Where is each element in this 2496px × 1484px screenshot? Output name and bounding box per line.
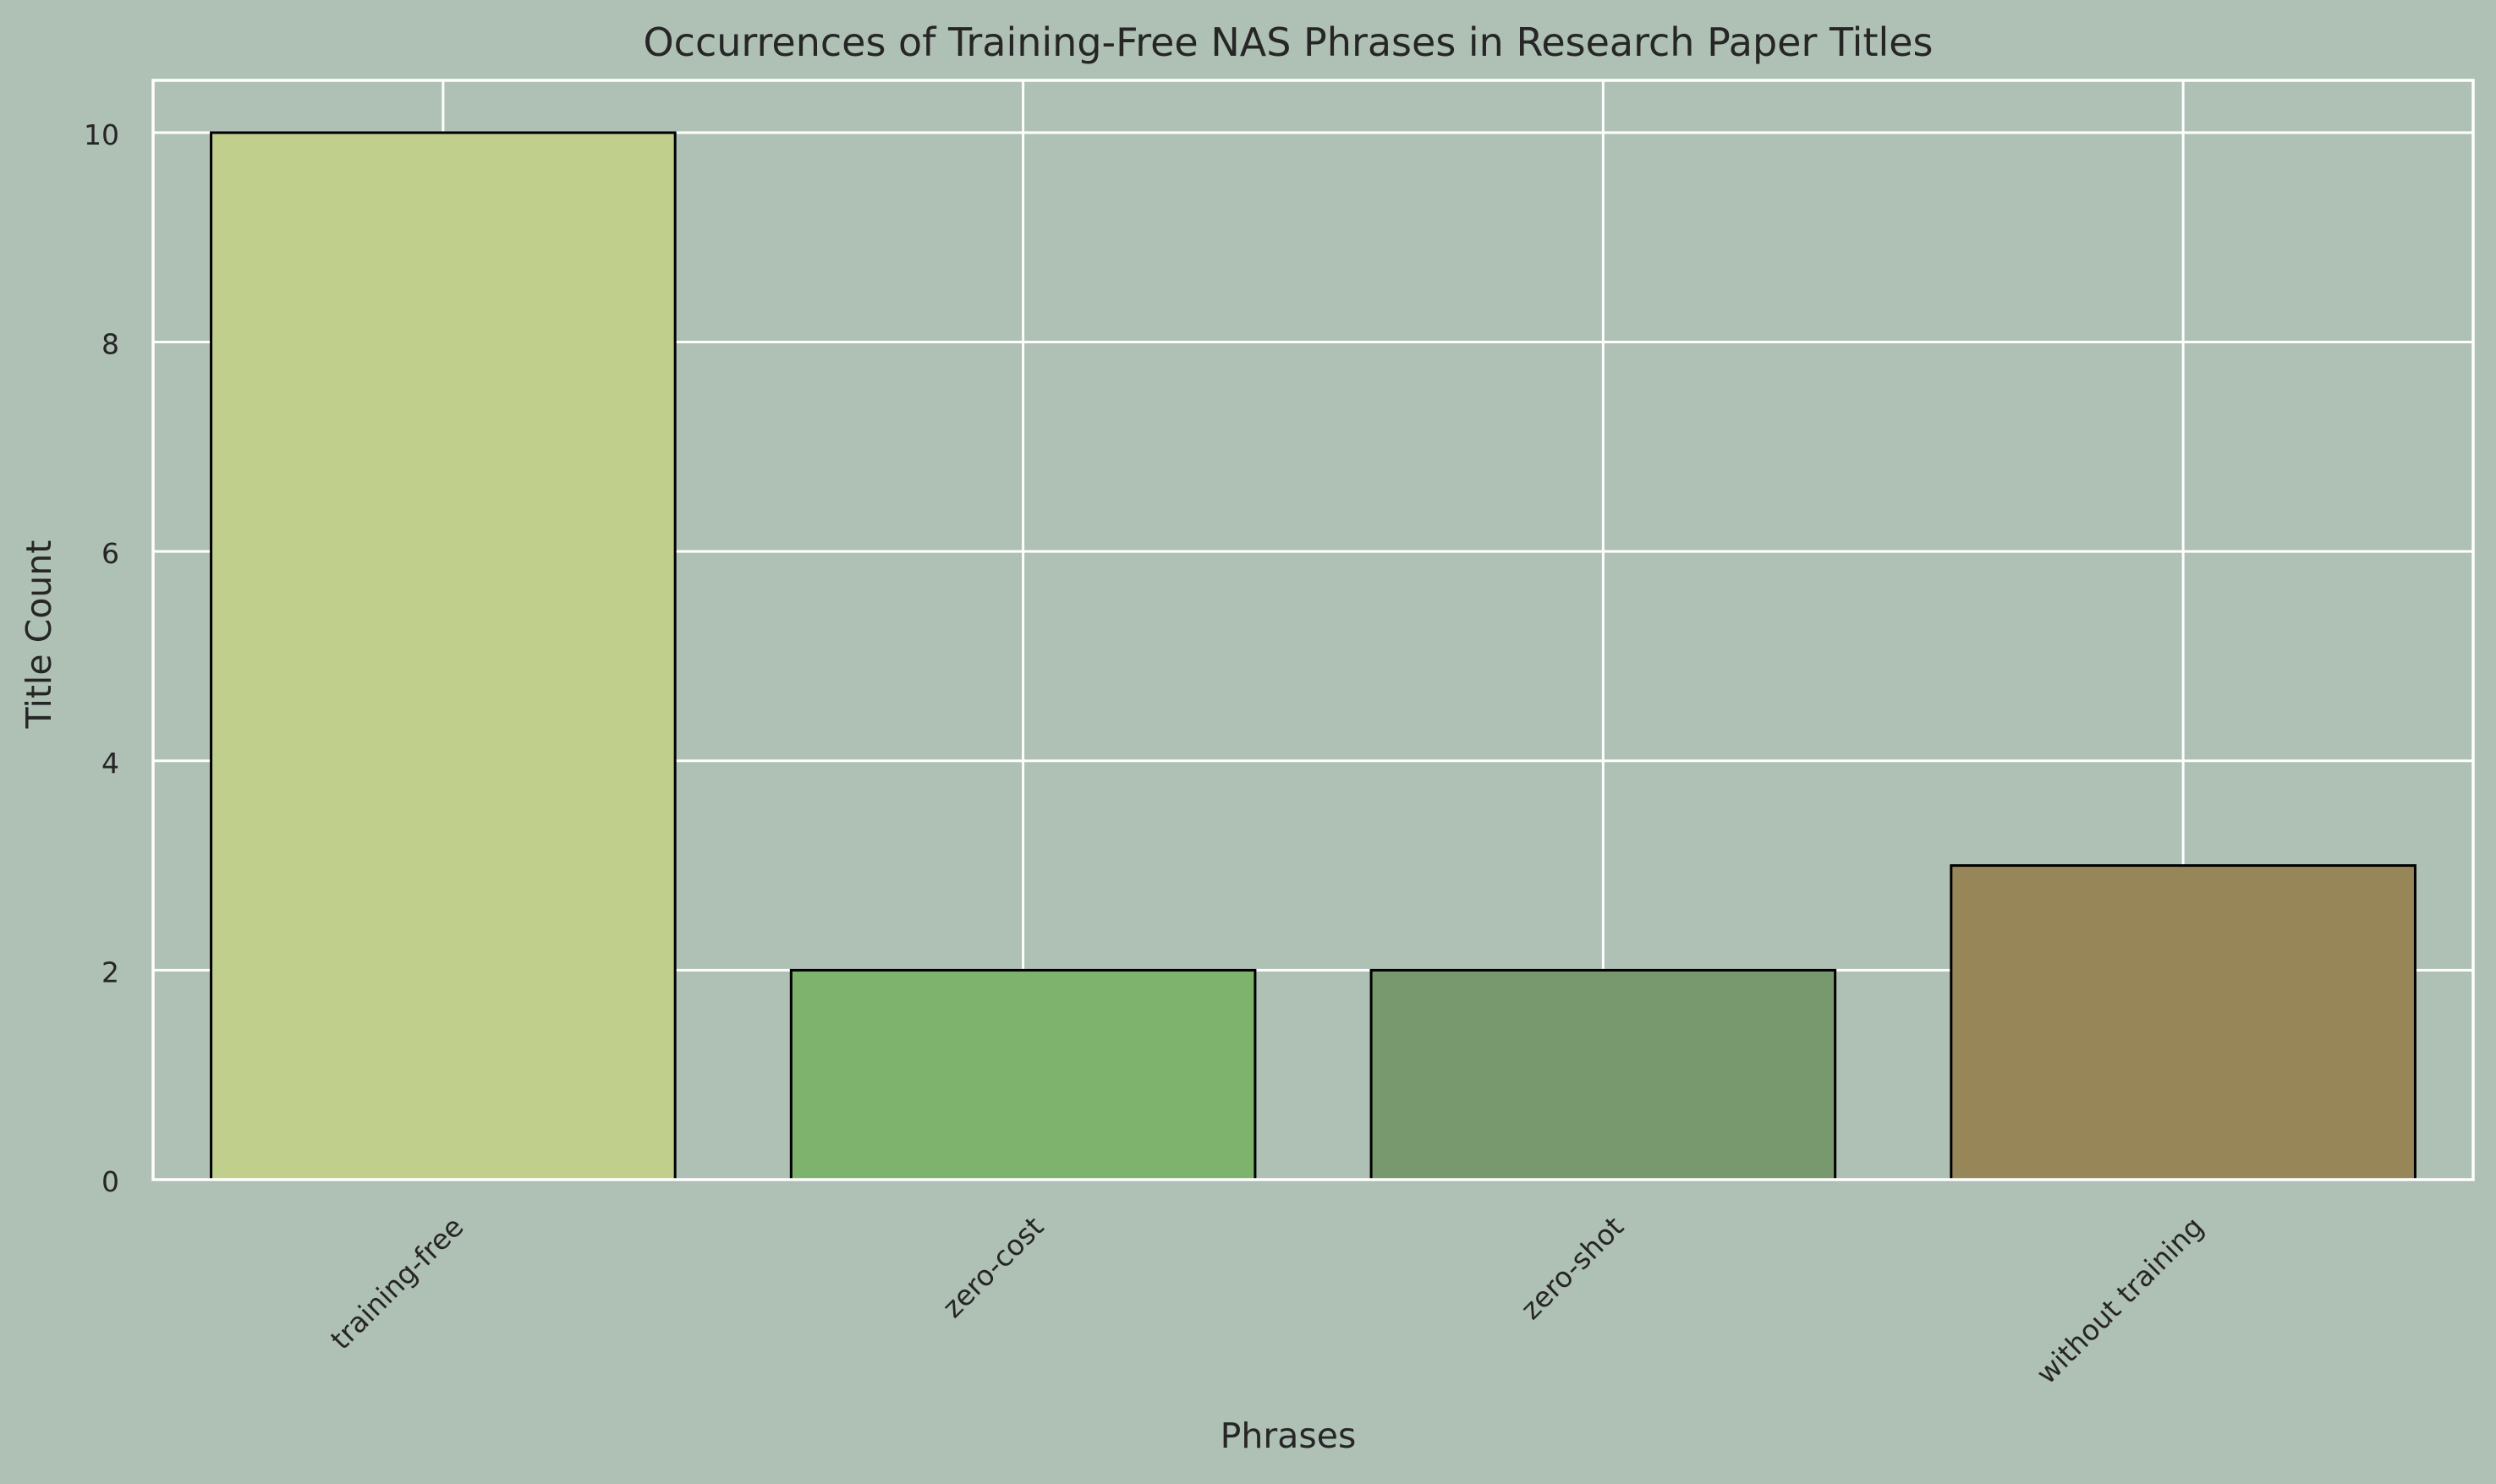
y-tick-label: 10 bbox=[84, 118, 119, 151]
plot-frame bbox=[151, 79, 2475, 1181]
bar-zero-cost bbox=[789, 968, 1257, 1181]
bar-training-free bbox=[210, 131, 677, 1181]
y-axis-label: Title Count bbox=[19, 540, 59, 730]
y-tick-label: 6 bbox=[101, 537, 119, 570]
y-tick-label: 4 bbox=[101, 747, 119, 780]
y-tick-label: 0 bbox=[101, 1165, 119, 1198]
chart-title: Occurrences of Training-Free NAS Phrases… bbox=[643, 19, 1933, 65]
x-axis-label: Phrases bbox=[1221, 1416, 1357, 1456]
y-tick-label: 8 bbox=[101, 328, 119, 361]
y-tick-label: 2 bbox=[101, 956, 119, 988]
bar-without-training bbox=[1950, 864, 2416, 1181]
bar-zero-shot bbox=[1369, 968, 1837, 1181]
